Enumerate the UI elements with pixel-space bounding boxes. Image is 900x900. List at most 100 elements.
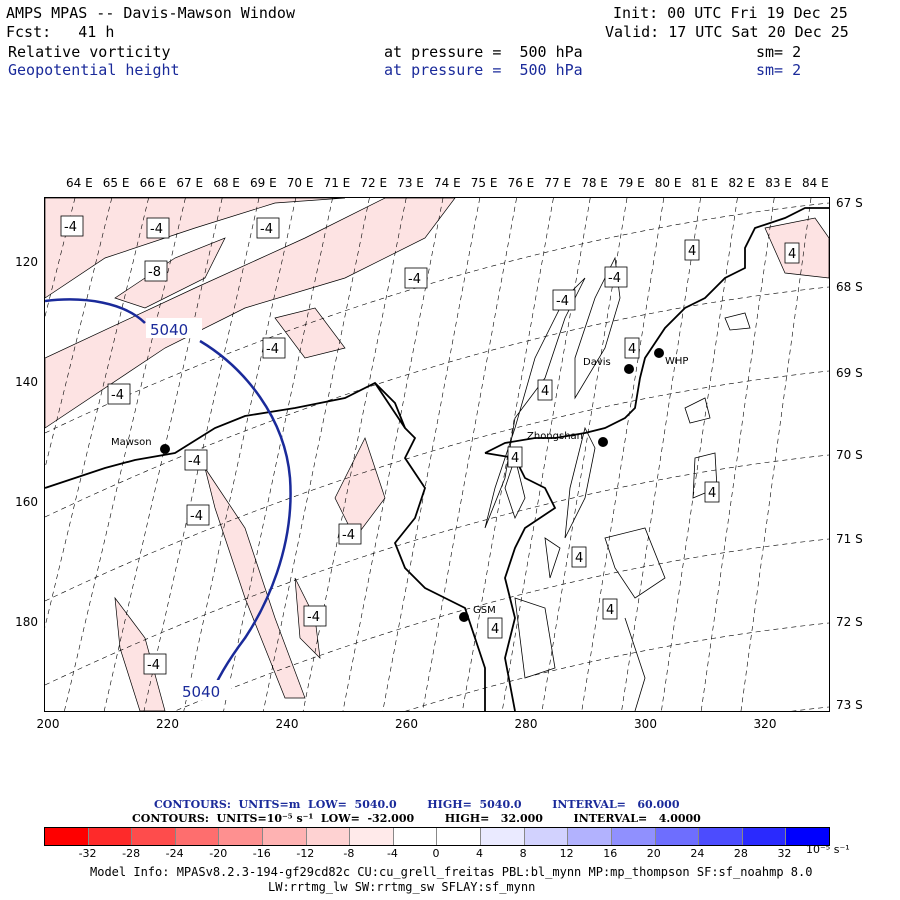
- longitude-label: 69 E: [250, 176, 277, 190]
- height-label-1: 5040: [150, 321, 188, 339]
- valid-time: Valid: 17 UTC Sat 20 Dec 25: [605, 23, 849, 41]
- colorbar-swatch: [524, 828, 569, 845]
- longitude-label: 68 E: [213, 176, 240, 190]
- vorticity-label: -8: [148, 265, 161, 280]
- x-tick-label: 200: [36, 717, 60, 731]
- vorticity-label: -4: [64, 220, 77, 235]
- vorticity-label: 4: [491, 622, 499, 637]
- colorbar-swatch: [45, 828, 89, 845]
- latitude-label: 68 S: [836, 280, 863, 294]
- field1-sm: sm= 2: [756, 43, 802, 61]
- station-whp-marker: [654, 348, 664, 358]
- colorbar-tick-label: 12: [559, 847, 574, 860]
- map-panel: Mawson Davis WHP Zhongshan GSM 5040 5040…: [44, 197, 830, 712]
- colorbar-swatch: [175, 828, 220, 845]
- longitude-label: 76 E: [507, 176, 535, 190]
- longitude-label: 74 E: [434, 176, 461, 190]
- field2-sm: sm= 2: [756, 61, 802, 79]
- height-label-2: 5040: [182, 683, 220, 701]
- x-tick-label: 220: [156, 717, 179, 731]
- colorbar-tick-label: -4: [386, 847, 398, 860]
- colorbar-swatch: [132, 828, 176, 845]
- colorbar-swatch: [393, 828, 438, 845]
- vorticity-label: 4: [541, 384, 549, 399]
- longitude-label: 77 E: [544, 176, 572, 190]
- colorbar-units: 10⁻⁵ s⁻¹: [806, 843, 850, 856]
- colorbar-swatch: [742, 828, 787, 845]
- map-svg: Mawson Davis WHP Zhongshan GSM 5040 5040…: [45, 198, 829, 711]
- colorbar-tick-label: 0: [432, 847, 440, 860]
- geopotential-height-contour: [45, 298, 292, 699]
- height-labels: 5040 5040: [146, 318, 231, 701]
- vorticity-label: 4: [788, 247, 796, 262]
- station-zhongshan-marker: [598, 437, 608, 447]
- colorbar: [44, 827, 830, 846]
- vorticity-label: -4: [556, 294, 569, 309]
- latitude-label: 69 S: [836, 366, 863, 380]
- station-labels: Mawson Davis WHP Zhongshan GSM: [111, 356, 688, 616]
- vorticity-label: -4: [608, 271, 621, 286]
- latitude-label: 70 S: [836, 448, 863, 462]
- lat-lon-grid: [45, 198, 829, 711]
- model-info-line1: Model Info: MPASv8.2.3-194-gf29cd82c CU:…: [90, 865, 813, 879]
- height-contour-info: CONTOURS: UNITS=m LOW= 5040.0 HIGH= 5040…: [154, 798, 680, 811]
- longitude-label: 84 E: [802, 176, 829, 190]
- colorbar-tick-label: 4: [476, 847, 484, 860]
- vorticity-label: -4: [342, 528, 355, 543]
- colorbar-tick-label: -32: [78, 847, 97, 860]
- negative-vorticity-shading: [45, 198, 829, 711]
- x-tick-label: 300: [634, 717, 657, 731]
- colorbar-tick-label: 32: [777, 847, 792, 860]
- x-tick-label: 320: [753, 717, 777, 731]
- colorbar-swatch: [481, 828, 525, 845]
- colorbar-tick-label: -24: [165, 847, 184, 860]
- colorbar-tick-label: -16: [252, 847, 271, 860]
- y-tick-label: 180: [15, 615, 38, 629]
- vorticity-label: 4: [575, 551, 583, 566]
- colorbar-swatch: [655, 828, 700, 845]
- vorticity-label: -4: [150, 222, 163, 237]
- x-tick-label: 260: [395, 717, 418, 731]
- longitude-label: 70 E: [286, 176, 314, 190]
- colorbar-swatch: [263, 828, 307, 845]
- longitude-label: 78 E: [581, 176, 608, 190]
- latitude-label: 72 S: [836, 615, 863, 629]
- longitude-label: 67 E: [176, 176, 204, 190]
- longitude-label: 73 E: [397, 176, 424, 190]
- station-gsm-marker: [459, 612, 469, 622]
- station-mawson-marker: [160, 444, 170, 454]
- model-info-line2: LW:rrtmg_lw SW:rrtmg_sw SFLAY:sf_mynn: [268, 880, 536, 894]
- colorbar-tick-label: 24: [690, 847, 705, 860]
- colorbar-swatch: [568, 828, 612, 845]
- vorticity-label: 4: [688, 244, 696, 259]
- y-tick-label: 160: [15, 495, 38, 509]
- station-label-gsm: GSM: [473, 605, 496, 616]
- longitude-label: 82 E: [728, 176, 756, 190]
- y-tick-label: 120: [15, 255, 38, 269]
- vorticity-label: -4: [147, 658, 160, 673]
- forecast-hour: Fcst: 41 h: [6, 23, 115, 41]
- vorticity-label: 4: [606, 603, 614, 618]
- station-davis-marker: [624, 364, 634, 374]
- y-tick-label: 140: [15, 375, 38, 389]
- vorticity-label: 4: [628, 342, 636, 357]
- vorticity-label: -4: [408, 272, 421, 287]
- latitude-label: 73 S: [836, 698, 863, 712]
- longitude-label: 79 E: [618, 176, 645, 190]
- vorticity-label: -4: [260, 222, 273, 237]
- vorticity-contour-info: CONTOURS: UNITS=10⁻⁵ s⁻¹ LOW= -32.000 HI…: [132, 812, 701, 825]
- colorbar-tick-label: -12: [296, 847, 315, 860]
- field1-level: at pressure = 500 hPa: [384, 43, 583, 61]
- station-label-zhongshan: Zhongshan: [527, 431, 583, 442]
- colorbar-tick-label: 8: [519, 847, 527, 860]
- longitude-label: 80 E: [654, 176, 682, 190]
- vorticity-label: -4: [188, 454, 201, 469]
- init-time: Init: 00 UTC Fri 19 Dec 25: [613, 4, 848, 22]
- longitude-label: 66 E: [139, 176, 167, 190]
- x-tick-label: 280: [514, 717, 538, 731]
- field2-level: at pressure = 500 hPa: [384, 61, 583, 79]
- longitude-label: 75 E: [470, 176, 498, 190]
- longitude-label: 71 E: [323, 176, 351, 190]
- latitude-label: 67 S: [836, 196, 863, 210]
- longitude-label: 64 E: [66, 176, 93, 190]
